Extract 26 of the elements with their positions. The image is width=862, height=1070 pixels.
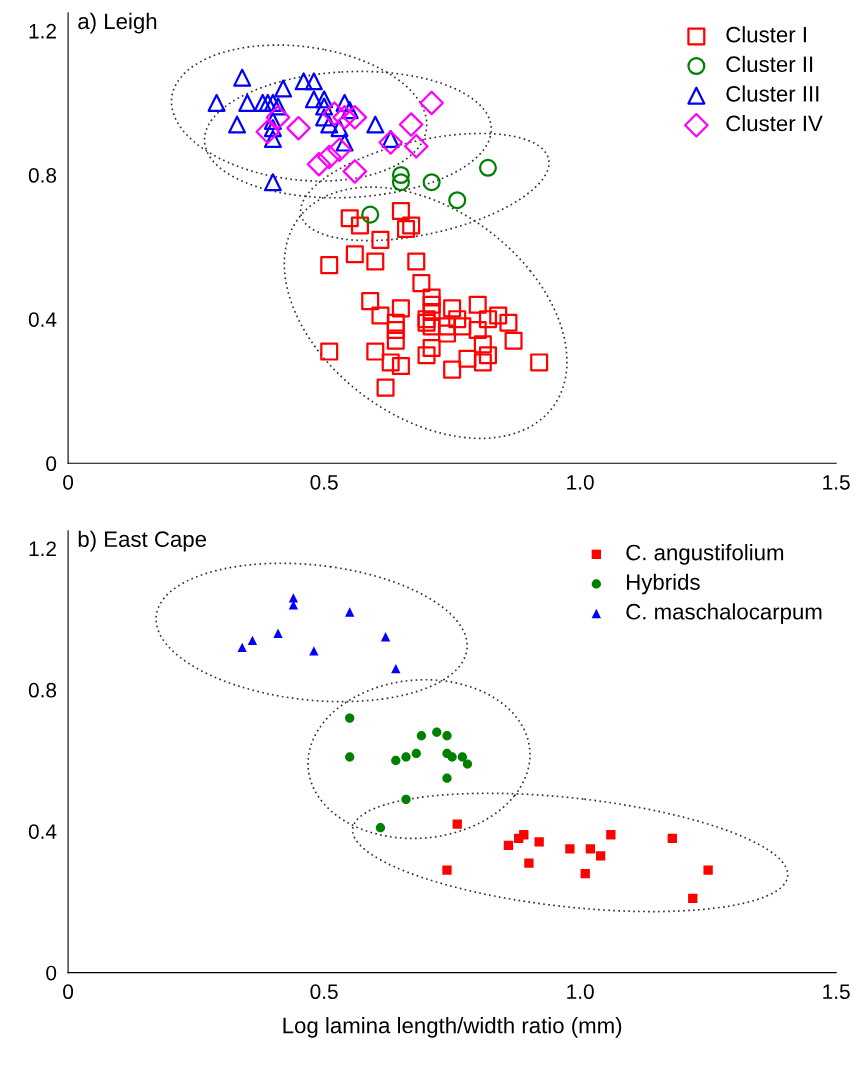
legend-label: Cluster I (726, 26, 806, 43)
x-tick-label: 0.5 (310, 474, 338, 490)
x-tick-label: 1.0 (567, 984, 594, 1000)
x-axis-title: Log lamina length/width ratio (mm) (283, 1017, 622, 1038)
legend-label: C. maschalocarpum (626, 603, 822, 624)
y-tick-label: 0.4 (28, 312, 57, 327)
x-tick-label: 1.0 (567, 474, 594, 490)
y-tick-label: 1.2 (29, 23, 56, 39)
legend-label: Hybrids (627, 573, 700, 595)
y-tick-label: 1.2 (29, 541, 56, 556)
y-tick-label: 0 (46, 456, 57, 472)
x-tick-label: 1.5 (823, 475, 850, 490)
chart-title: b) East Cape (78, 530, 207, 552)
y-tick-label: 0.4 (28, 824, 57, 839)
x-tick-label: 0.5 (310, 984, 338, 1000)
y-tick-label: 0 (46, 965, 57, 981)
chart-title: a) Leigh (78, 12, 157, 34)
legend-label: C. angustifolium (626, 544, 784, 565)
x-tick-label: 1.5 (823, 984, 850, 1000)
legend-label: Cluster II (726, 55, 813, 73)
legend-label: Cluster IV (726, 114, 823, 132)
x-tick-label: 0 (63, 984, 74, 1000)
y-tick-label: 0.8 (28, 168, 57, 183)
y-tick-label: 0.8 (28, 682, 57, 698)
legend-label: Cluster III (726, 85, 819, 102)
x-tick-label: 0 (63, 474, 74, 490)
